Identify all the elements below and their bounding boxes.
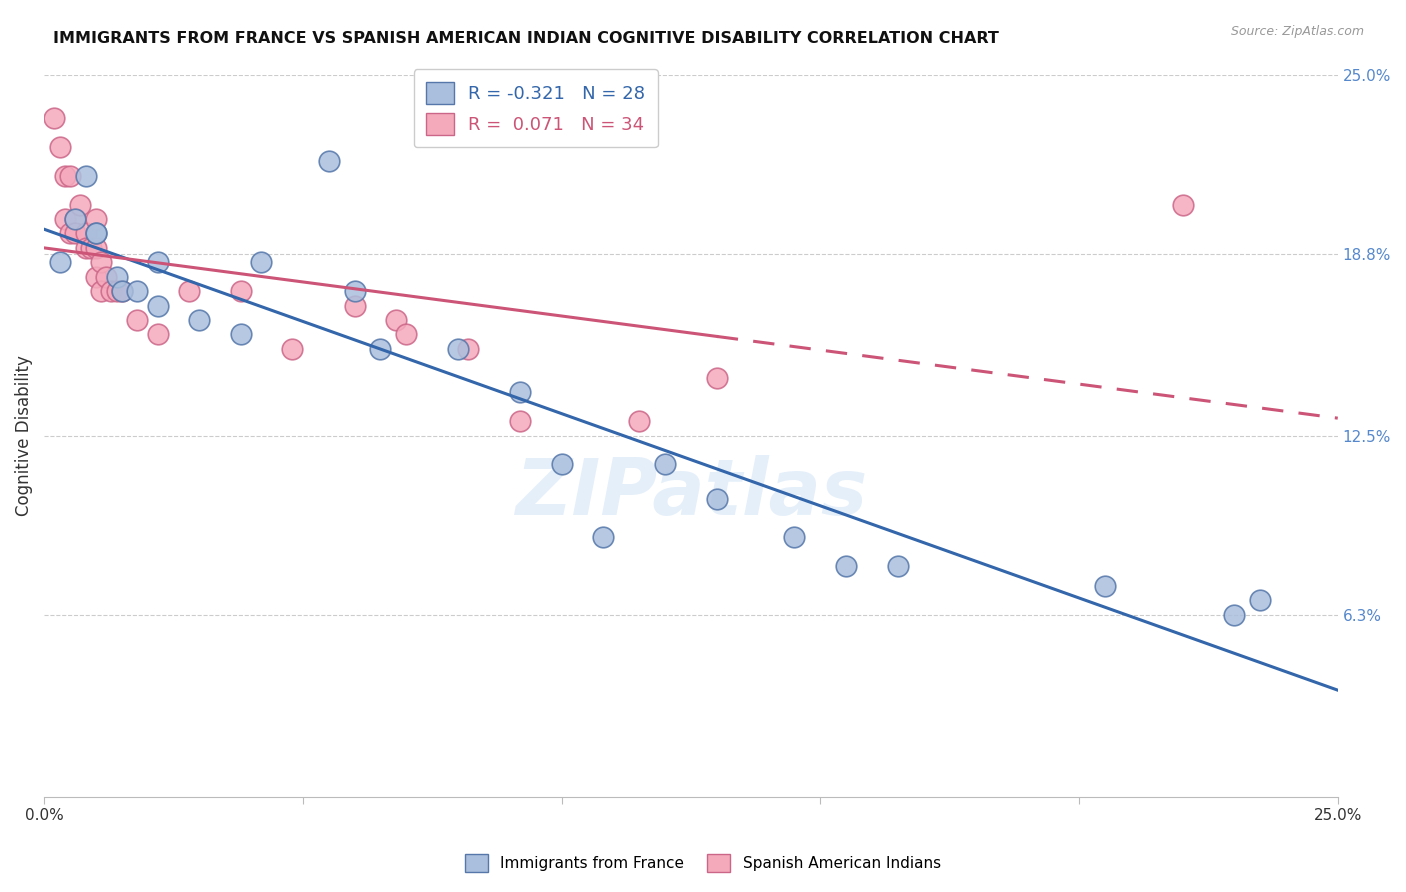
Point	[447, 342, 470, 356]
Point	[509, 414, 531, 428]
Point	[105, 269, 128, 284]
Point	[111, 284, 134, 298]
Point	[84, 227, 107, 241]
Text: IMMIGRANTS FROM FRANCE VS SPANISH AMERICAN INDIAN COGNITIVE DISABILITY CORRELATI: IMMIGRANTS FROM FRANCE VS SPANISH AMERIC…	[53, 31, 1000, 46]
Point	[592, 530, 614, 544]
Point	[783, 530, 806, 544]
Point	[127, 313, 149, 327]
Point	[1171, 197, 1194, 211]
Point	[63, 211, 86, 226]
Point	[111, 284, 134, 298]
Point	[250, 255, 273, 269]
Point	[48, 140, 70, 154]
Point	[370, 342, 392, 356]
Point	[96, 269, 118, 284]
Point	[69, 197, 91, 211]
Point	[48, 255, 70, 269]
Point	[127, 284, 149, 298]
Point	[706, 371, 728, 385]
Point	[146, 327, 169, 342]
Point	[188, 313, 211, 327]
Point	[63, 211, 86, 226]
Point	[887, 558, 910, 573]
Text: Source: ZipAtlas.com: Source: ZipAtlas.com	[1230, 25, 1364, 38]
Point	[229, 284, 252, 298]
Point	[1094, 579, 1116, 593]
Point	[385, 313, 408, 327]
Point	[550, 458, 572, 472]
Legend: Immigrants from France, Spanish American Indians: Immigrants from France, Spanish American…	[458, 846, 948, 880]
Point	[100, 284, 122, 298]
Point	[654, 458, 676, 472]
Point	[75, 241, 97, 255]
Point	[59, 169, 82, 183]
Point	[343, 299, 366, 313]
Point	[53, 169, 76, 183]
Point	[44, 111, 66, 125]
Point	[84, 227, 107, 241]
Point	[146, 299, 169, 313]
Point	[229, 327, 252, 342]
Point	[1223, 607, 1246, 622]
Point	[105, 284, 128, 298]
Point	[343, 284, 366, 298]
Point	[84, 211, 107, 226]
Point	[146, 255, 169, 269]
Point	[628, 414, 651, 428]
Point	[75, 169, 97, 183]
Point	[53, 211, 76, 226]
Point	[835, 558, 858, 573]
Point	[75, 227, 97, 241]
Text: ZIPatlas: ZIPatlas	[515, 456, 868, 532]
Point	[318, 154, 340, 169]
Point	[90, 255, 112, 269]
Point	[84, 241, 107, 255]
Point	[281, 342, 304, 356]
Legend: R = -0.321   N = 28, R =  0.071   N = 34: R = -0.321 N = 28, R = 0.071 N = 34	[413, 69, 658, 147]
Y-axis label: Cognitive Disability: Cognitive Disability	[15, 355, 32, 516]
Point	[1249, 593, 1271, 607]
Point	[706, 492, 728, 507]
Point	[84, 269, 107, 284]
Point	[177, 284, 200, 298]
Point	[59, 227, 82, 241]
Point	[395, 327, 418, 342]
Point	[457, 342, 479, 356]
Point	[63, 227, 86, 241]
Point	[79, 241, 101, 255]
Point	[509, 385, 531, 400]
Point	[90, 284, 112, 298]
